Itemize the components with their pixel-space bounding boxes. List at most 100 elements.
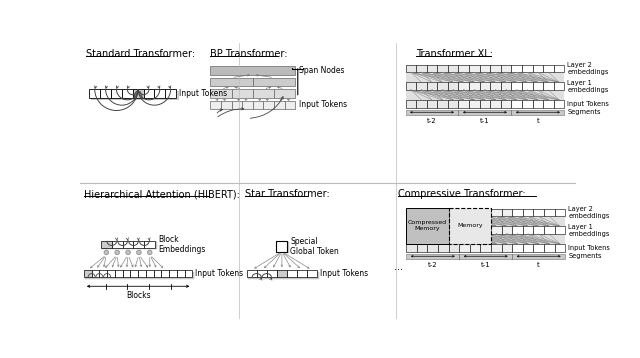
Bar [242, 101, 253, 109]
Bar [92, 270, 99, 277]
Bar [479, 100, 490, 108]
Text: Input Tokens: Input Tokens [568, 101, 609, 107]
Circle shape [136, 250, 141, 255]
Bar [307, 270, 317, 277]
Bar [437, 82, 448, 90]
Bar [554, 64, 564, 72]
Bar [544, 226, 554, 234]
Bar [437, 64, 448, 72]
Bar [511, 82, 522, 90]
Bar [134, 241, 145, 248]
Bar [511, 64, 522, 72]
Text: Input Tokens: Input Tokens [320, 269, 369, 278]
Bar [264, 101, 274, 109]
Bar [523, 244, 533, 252]
Bar [417, 208, 428, 216]
Bar [460, 244, 470, 252]
Text: Layer 2
embeddings: Layer 2 embeddings [568, 62, 609, 75]
Bar [138, 270, 146, 277]
Text: Span Nodes: Span Nodes [298, 66, 344, 75]
Bar [287, 270, 297, 277]
Text: t-1: t-1 [480, 118, 490, 124]
Bar [406, 208, 449, 244]
Text: t-2: t-2 [427, 118, 436, 124]
Bar [161, 270, 169, 277]
Bar [469, 100, 479, 108]
Bar [502, 226, 512, 234]
Bar [458, 82, 469, 90]
Text: t-2: t-2 [428, 262, 438, 268]
Bar [449, 244, 460, 252]
Bar [458, 100, 469, 108]
Bar [523, 208, 533, 216]
Bar [512, 244, 523, 252]
Bar [253, 101, 264, 109]
Bar [512, 226, 523, 234]
Bar [406, 100, 416, 108]
Bar [428, 226, 438, 234]
Bar [427, 82, 437, 90]
Bar [449, 208, 491, 244]
Bar [449, 208, 460, 216]
Bar [470, 244, 481, 252]
Bar [437, 100, 448, 108]
Bar [232, 89, 253, 98]
Bar [523, 226, 533, 234]
Bar [438, 226, 449, 234]
Text: Star Transformer:: Star Transformer: [245, 189, 330, 199]
Bar [416, 82, 427, 90]
Bar [428, 244, 438, 252]
Bar [406, 208, 565, 252]
Text: Input Tokens: Input Tokens [179, 89, 227, 98]
Bar [111, 89, 122, 98]
Text: Layer 2
embeddings: Layer 2 embeddings [568, 206, 610, 219]
Bar [154, 89, 165, 98]
Bar [416, 64, 427, 72]
Text: Standard Transformer:: Standard Transformer: [86, 49, 195, 59]
Bar [554, 226, 565, 234]
Bar [501, 100, 511, 108]
Bar [274, 101, 285, 109]
Bar [122, 89, 132, 98]
Bar [481, 244, 491, 252]
Bar [253, 78, 296, 86]
Text: Layer 1
embeddings: Layer 1 embeddings [568, 79, 609, 93]
Bar [112, 241, 123, 248]
Bar [502, 244, 512, 252]
Bar [210, 89, 232, 98]
Text: t: t [538, 262, 540, 268]
Bar [554, 100, 564, 108]
Text: Compressed
Memory: Compressed Memory [408, 221, 447, 231]
Bar [438, 208, 449, 216]
Bar [169, 270, 177, 277]
Bar [406, 244, 417, 252]
Text: Input Tokens: Input Tokens [195, 269, 244, 278]
Text: t: t [536, 118, 540, 124]
Bar [84, 270, 92, 277]
Bar [123, 241, 134, 248]
Bar [115, 270, 123, 277]
Bar [448, 100, 458, 108]
Bar [210, 78, 253, 86]
Bar [543, 100, 554, 108]
Text: Input Tokens: Input Tokens [298, 101, 347, 110]
Text: BP Transformer:: BP Transformer: [210, 49, 288, 59]
Bar [481, 226, 491, 234]
Bar [101, 241, 112, 248]
Text: Memory: Memory [457, 223, 483, 228]
Bar [460, 208, 470, 216]
Circle shape [104, 250, 109, 255]
Bar [91, 91, 178, 99]
Bar [416, 100, 427, 108]
Bar [297, 270, 307, 277]
Bar [490, 100, 501, 108]
Bar [132, 89, 143, 98]
Bar [438, 244, 449, 252]
Bar [511, 100, 522, 108]
Circle shape [115, 250, 120, 255]
Bar [554, 208, 565, 216]
Text: Block
Embeddings: Block Embeddings [158, 234, 205, 254]
Bar [532, 100, 543, 108]
Text: Layer 1
embeddings: Layer 1 embeddings [568, 223, 610, 237]
Bar [417, 244, 428, 252]
